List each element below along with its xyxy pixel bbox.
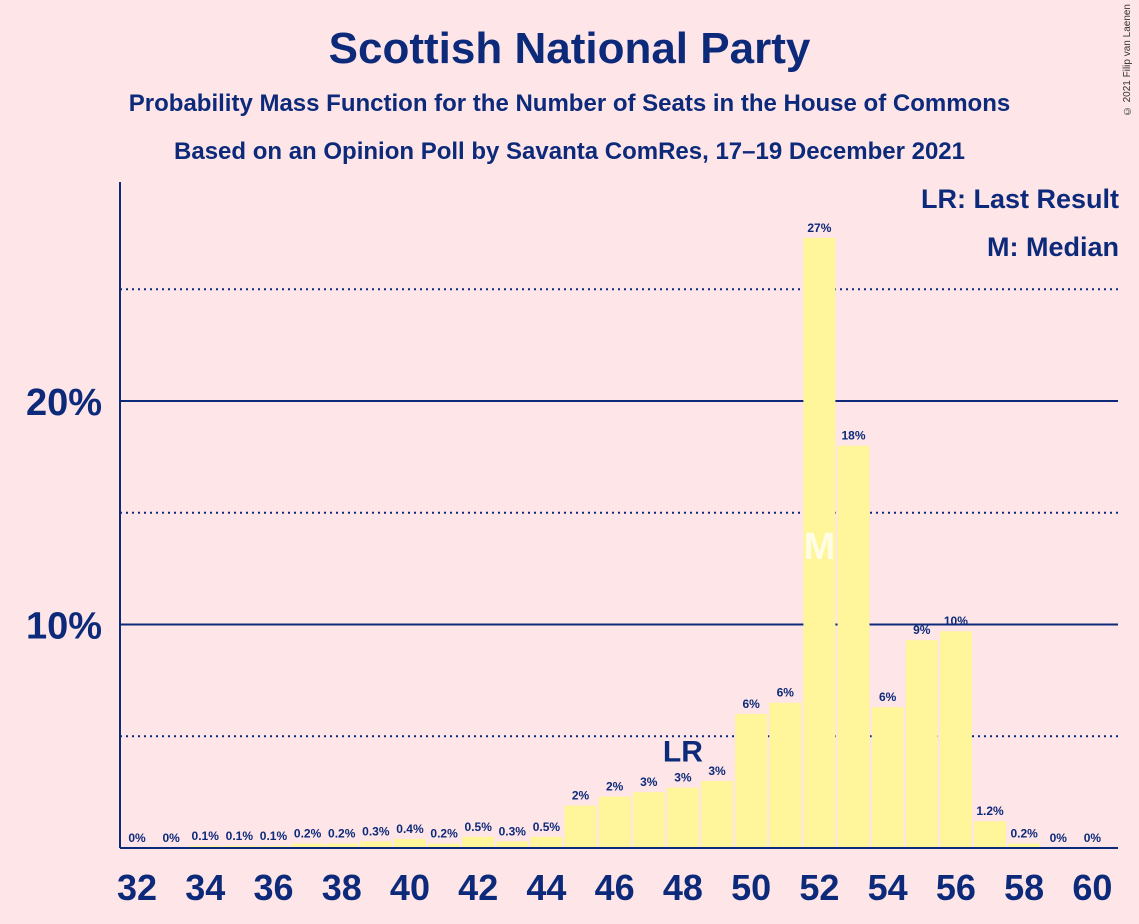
bar-label-seat-39: 0.3% xyxy=(362,824,390,838)
x-tick-label-48: 48 xyxy=(663,867,703,908)
bar-label-seat-41: 0.2% xyxy=(430,827,458,841)
bar-label-seat-47: 3% xyxy=(640,775,658,789)
last-result-marker: LR xyxy=(663,736,703,769)
x-tick-label-54: 54 xyxy=(868,867,908,908)
bar-label-seat-57: 1.2% xyxy=(976,804,1004,818)
bar-seat-58 xyxy=(1008,843,1041,848)
bar-label-seat-38: 0.2% xyxy=(328,827,356,841)
x-tick-label-32: 32 xyxy=(117,867,157,908)
bar-seat-57 xyxy=(974,821,1006,848)
bar-seat-49 xyxy=(701,780,734,848)
x-tick-label-40: 40 xyxy=(390,867,430,908)
x-tick-label-52: 52 xyxy=(799,867,839,908)
bar-label-seat-44: 0.5% xyxy=(533,820,561,834)
bar-seat-43 xyxy=(496,841,529,848)
bar-label-seat-50: 6% xyxy=(742,697,760,711)
y-tick-label-10: 10% xyxy=(26,606,102,648)
x-tick-label-38: 38 xyxy=(322,867,362,908)
bar-label-seat-51: 6% xyxy=(777,686,795,700)
chart-subtitle: Probability Mass Function for the Number… xyxy=(128,90,1011,117)
bar-label-seat-59: 0% xyxy=(1050,831,1068,845)
bar-label-seat-55: 9% xyxy=(913,623,931,637)
bar-seat-53 xyxy=(837,445,870,848)
legend-median: M: Median xyxy=(987,232,1119,262)
bar-label-seat-43: 0.3% xyxy=(499,824,527,838)
bar-label-seat-33: 0% xyxy=(162,831,180,845)
bar-label-seat-48: 3% xyxy=(674,771,692,785)
x-tick-label-60: 60 xyxy=(1072,867,1112,908)
bar-label-seat-46: 2% xyxy=(606,780,624,794)
chart-title: Scottish National Party xyxy=(328,24,811,73)
bar-seat-41 xyxy=(428,843,461,848)
bar-seat-56 xyxy=(939,631,972,848)
bar-label-seat-54: 6% xyxy=(879,690,897,704)
bar-seat-37 xyxy=(291,843,324,848)
chart-subtitle-poll: Based on an Opinion Poll by Savanta ComR… xyxy=(174,138,965,165)
bar-label-seat-40: 0.4% xyxy=(396,822,424,836)
bar-seat-39 xyxy=(359,841,392,848)
bar-label-seat-58: 0.2% xyxy=(1010,827,1038,841)
bar-seat-50 xyxy=(735,713,768,848)
bar-seat-48 xyxy=(666,787,699,848)
bar-seat-35 xyxy=(223,845,256,848)
bar-label-seat-45: 2% xyxy=(572,789,590,803)
bar-label-seat-49: 3% xyxy=(708,764,726,778)
y-tick-label-20: 20% xyxy=(26,382,102,424)
bar-seat-42 xyxy=(462,836,495,848)
bar-seat-40 xyxy=(393,839,426,848)
bar-label-seat-34: 0.1% xyxy=(192,829,220,843)
x-tick-label-36: 36 xyxy=(253,867,293,908)
x-tick-label-50: 50 xyxy=(731,867,771,908)
x-tick-label-46: 46 xyxy=(595,867,635,908)
bar-label-seat-53: 18% xyxy=(842,429,866,443)
bar-label-seat-35: 0.1% xyxy=(226,829,254,843)
x-tick-label-42: 42 xyxy=(458,867,498,908)
bar-seat-44 xyxy=(530,836,563,848)
bar-seat-45 xyxy=(564,805,597,848)
bar-label-seat-42: 0.5% xyxy=(465,820,493,834)
bar-seat-38 xyxy=(325,843,358,848)
legend-last-result: LR: Last Result xyxy=(920,184,1119,214)
bar-label-seat-52: 27% xyxy=(807,221,831,235)
bar-seat-47 xyxy=(632,792,665,848)
x-tick-label-56: 56 xyxy=(936,867,976,908)
bar-seat-36 xyxy=(257,845,290,848)
bar-seat-55 xyxy=(905,640,938,848)
bar-label-seat-56: 10% xyxy=(944,614,968,628)
median-marker: M xyxy=(804,526,836,568)
bar-label-seat-60: 0% xyxy=(1084,831,1102,845)
bar-seat-51 xyxy=(769,702,802,848)
x-tick-label-34: 34 xyxy=(185,867,225,908)
bar-label-seat-36: 0.1% xyxy=(260,829,288,843)
x-tick-label-44: 44 xyxy=(526,867,566,908)
bar-label-seat-32: 0% xyxy=(128,831,146,845)
bar-seat-34 xyxy=(189,845,222,848)
bar-seat-52 xyxy=(803,237,836,849)
x-tick-label-58: 58 xyxy=(1004,867,1044,908)
bar-label-seat-37: 0.2% xyxy=(294,827,322,841)
bar-seat-54 xyxy=(871,707,904,848)
bar-seat-46 xyxy=(598,796,631,848)
